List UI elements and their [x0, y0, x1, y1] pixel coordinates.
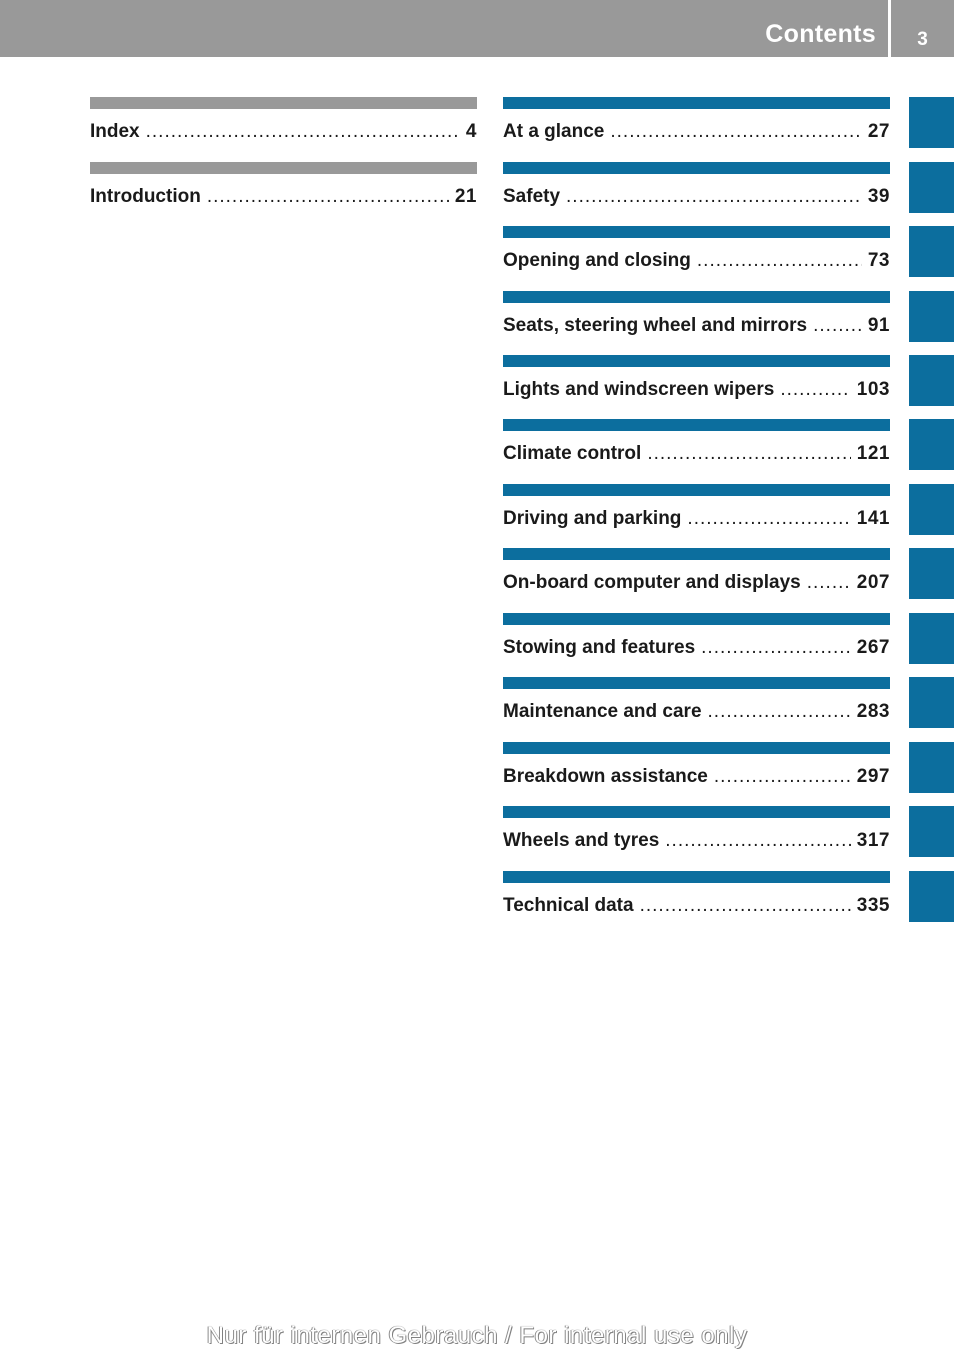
- toc-entry-label: Opening and closing: [503, 250, 691, 271]
- toc-entry-page: 21: [454, 186, 477, 207]
- section-bar: [90, 97, 477, 109]
- toc-entry-page: 267: [856, 637, 890, 658]
- thumb-tab-at-a-glance[interactable]: [909, 97, 954, 148]
- toc-entry-label: Climate control: [503, 443, 642, 464]
- page-number-box: 3: [891, 0, 954, 57]
- leader-dots: [708, 701, 851, 723]
- toc-entry-page: 39: [867, 186, 890, 207]
- thumb-tab-technical-data[interactable]: [909, 871, 954, 922]
- section-bar: [503, 162, 890, 174]
- toc-entry-label: On-board computer and displays: [503, 572, 801, 593]
- toc-entry-label: Introduction: [90, 186, 201, 207]
- thumb-tab-safety[interactable]: [909, 162, 954, 213]
- leader-dots: [714, 766, 851, 788]
- toc-entry-label: Maintenance and care: [503, 701, 702, 722]
- toc-entry-wheels-and-tyres[interactable]: Wheels and tyres 317: [503, 806, 890, 862]
- thumb-tab-driving-and-parking[interactable]: [909, 484, 954, 535]
- toc-entry-breakdown-assistance[interactable]: Breakdown assistance 297: [503, 742, 890, 798]
- thumb-tab-breakdown-assistance[interactable]: [909, 742, 954, 793]
- section-bar: [503, 355, 890, 367]
- thumb-tab-lights[interactable]: [909, 355, 954, 406]
- section-bar: [503, 226, 890, 238]
- leader-dots: [640, 895, 851, 917]
- header-bar: Contents: [0, 0, 888, 57]
- leader-dots: [807, 572, 851, 594]
- leader-dots: [701, 637, 851, 659]
- leader-dots: [687, 508, 850, 530]
- section-bar: [503, 97, 890, 109]
- toc-entry-introduction[interactable]: Introduction 21: [90, 162, 477, 218]
- toc-entry-label: Stowing and features: [503, 637, 696, 658]
- toc-entry-on-board-computer[interactable]: On-board computer and displays 207: [503, 548, 890, 604]
- toc-entry-label: At a glance: [503, 121, 605, 142]
- section-bar: [503, 484, 890, 496]
- leader-dots: [780, 379, 850, 401]
- page-number: 3: [917, 29, 928, 50]
- toc-entry-page: 73: [867, 250, 890, 271]
- toc-entry-page: 317: [856, 830, 890, 851]
- toc-entry-at-a-glance[interactable]: At a glance 27: [503, 97, 890, 153]
- toc-entry-lights[interactable]: Lights and windscreen wipers 103: [503, 355, 890, 411]
- toc-entry-label: Breakdown assistance: [503, 766, 708, 787]
- toc-entry-page: 207: [856, 572, 890, 593]
- leader-dots: [647, 443, 850, 465]
- toc-entry-label: Lights and windscreen wipers: [503, 379, 775, 400]
- toc-entry-technical-data[interactable]: Technical data 335: [503, 871, 890, 927]
- thumb-tab-maintenance-and-care[interactable]: [909, 677, 954, 728]
- toc-entry-page: 297: [856, 766, 890, 787]
- thumb-tab-climate-control[interactable]: [909, 419, 954, 470]
- toc-entry-label: Index: [90, 121, 140, 142]
- section-bar: [90, 162, 477, 174]
- toc-entry-index[interactable]: Index 4: [90, 97, 477, 153]
- toc-entry-label: Seats, steering wheel and mirrors: [503, 315, 808, 336]
- toc-entry-page: 27: [867, 121, 890, 142]
- toc-entry-label: Driving and parking: [503, 508, 682, 529]
- watermark: Nur für internen Gebrauch / For internal…: [206, 1322, 748, 1349]
- toc-entry-label: Safety: [503, 186, 561, 207]
- toc-entry-seats[interactable]: Seats, steering wheel and mirrors 91: [503, 291, 890, 347]
- toc-entry-driving-and-parking[interactable]: Driving and parking 141: [503, 484, 890, 540]
- toc-entry-page: 335: [856, 895, 890, 916]
- leader-dots: [665, 830, 851, 852]
- toc-entry-page: 141: [856, 508, 890, 529]
- section-bar: [503, 742, 890, 754]
- leader-dots: [813, 315, 862, 337]
- toc-entry-page: 283: [856, 701, 890, 722]
- leader-dots: [697, 250, 862, 272]
- thumb-tab-stowing-and-features[interactable]: [909, 613, 954, 664]
- toc-entry-page: 4: [465, 121, 477, 142]
- thumb-tab-on-board-computer[interactable]: [909, 548, 954, 599]
- section-bar: [503, 806, 890, 818]
- toc-entry-stowing-and-features[interactable]: Stowing and features 267: [503, 613, 890, 669]
- section-bar: [503, 613, 890, 625]
- leader-dots: [207, 186, 449, 208]
- leader-dots: [146, 121, 460, 143]
- toc-entry-page: 121: [856, 443, 890, 464]
- section-bar: [503, 291, 890, 303]
- section-bar: [503, 871, 890, 883]
- toc-entry-label: Wheels and tyres: [503, 830, 660, 851]
- section-bar: [503, 419, 890, 431]
- leader-dots: [610, 121, 861, 143]
- toc-entry-page: 103: [856, 379, 890, 400]
- toc-entry-opening-and-closing[interactable]: Opening and closing 73: [503, 226, 890, 282]
- thumb-tab-opening-and-closing[interactable]: [909, 226, 954, 277]
- toc-entry-label: Technical data: [503, 895, 634, 916]
- header-divider: [888, 0, 891, 57]
- toc-entry-page: 91: [867, 315, 890, 336]
- section-bar: [503, 677, 890, 689]
- toc-entry-maintenance-and-care[interactable]: Maintenance and care 283: [503, 677, 890, 733]
- toc-entry-climate-control[interactable]: Climate control 121: [503, 419, 890, 475]
- toc-entry-safety[interactable]: Safety 39: [503, 162, 890, 218]
- section-bar: [503, 548, 890, 560]
- thumb-tab-wheels-and-tyres[interactable]: [909, 806, 954, 857]
- thumb-tab-seats[interactable]: [909, 291, 954, 342]
- page-title: Contents: [765, 20, 876, 48]
- leader-dots: [566, 186, 862, 208]
